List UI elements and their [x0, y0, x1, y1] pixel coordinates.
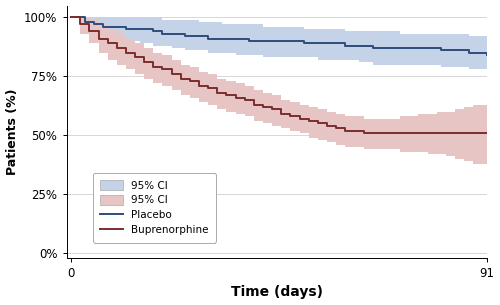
X-axis label: Time (days): Time (days) — [230, 285, 322, 300]
Y-axis label: Patients (%): Patients (%) — [6, 88, 18, 175]
Legend: 95% CI, 95% CI, Placebo, Buprenorphine: 95% CI, 95% CI, Placebo, Buprenorphine — [92, 173, 216, 242]
